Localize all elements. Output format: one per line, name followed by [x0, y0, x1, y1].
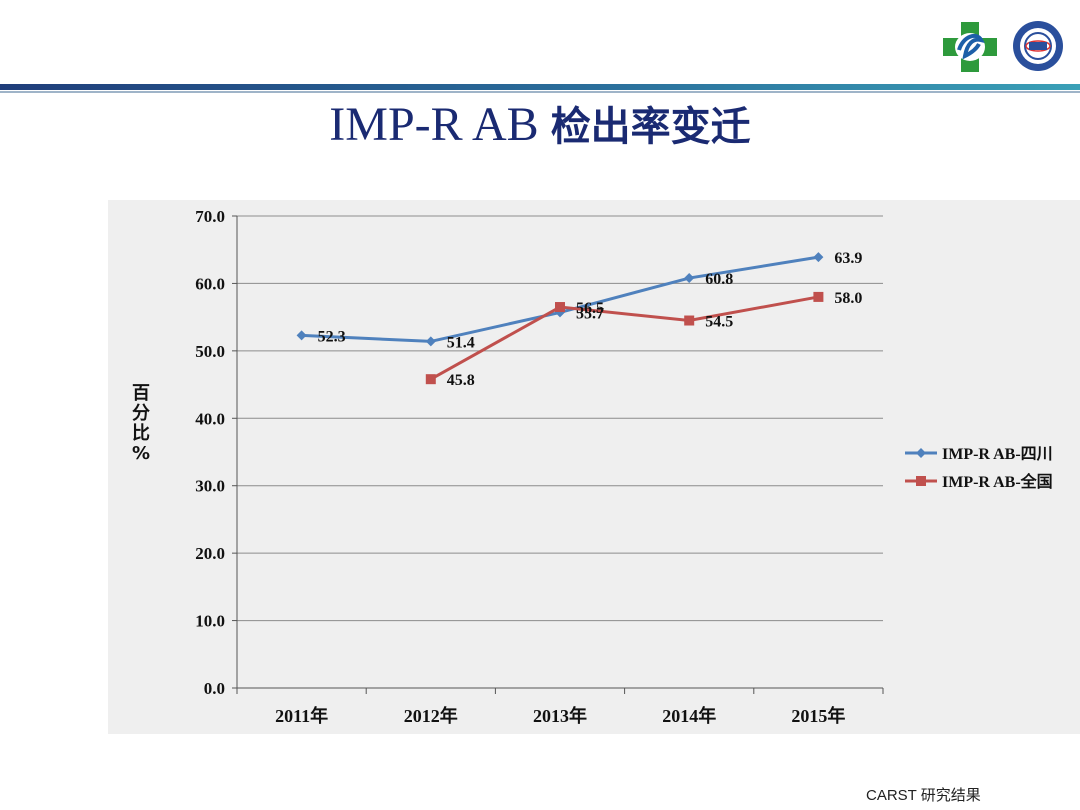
chart-area: 0.0 10.0 20.0 30.0 40.0 50.0 60.0 70.0 2011年 2012…	[108, 200, 1080, 734]
data-point	[813, 252, 824, 263]
y-tick-label: 20.0	[195, 544, 225, 563]
data-label: 54.5	[705, 314, 733, 331]
line-chart: 0.0 10.0 20.0 30.0 40.0 50.0 60.0 70.0 2011年 2012…	[195, 207, 1053, 726]
y-tick-label: 10.0	[195, 612, 225, 631]
data-point	[296, 330, 307, 341]
data-point	[555, 302, 565, 313]
slide-title: IMP-R AB 检出率变迁	[0, 94, 1080, 152]
series-line	[301, 255, 819, 343]
legend-label: IMP-R AB-四川	[942, 446, 1053, 463]
data-label: 58.0	[834, 290, 862, 307]
slide-title-chinese: 检出率变迁	[550, 104, 751, 150]
series-line	[430, 295, 819, 381]
data-label: 63.9	[834, 250, 862, 267]
data-label: 52.3	[318, 328, 346, 345]
x-tick-label: 2012年	[404, 705, 458, 726]
y-axis-label-char: %	[131, 443, 151, 464]
y-tick-label: 40.0	[195, 409, 225, 428]
x-tick-label: 2011年	[275, 705, 328, 726]
data-point	[684, 273, 695, 284]
x-tick-label: 2015年	[791, 705, 845, 726]
y-tick-label: 0.0	[204, 679, 225, 698]
university-seal-logo-icon	[1013, 21, 1063, 71]
legend-label: IMP-R AB-全国	[942, 472, 1053, 491]
footer-note: CARST 研究结果	[866, 787, 981, 804]
slide-title-latin: IMP-R AB	[329, 98, 551, 151]
x-tick-label: 2013年	[533, 705, 587, 726]
y-axis-label: 百分比%	[128, 384, 154, 464]
data-label: 56.5	[576, 300, 604, 317]
y-axis-label-char: 分	[132, 403, 150, 424]
legend-marker	[916, 448, 926, 458]
data-point	[425, 374, 436, 385]
legend-marker	[916, 476, 926, 486]
data-label: 51.4	[447, 334, 475, 351]
x-tick-label: 2014年	[662, 705, 716, 726]
data-label: 45.8	[447, 372, 475, 389]
hospital-cross-logo-icon	[943, 22, 997, 72]
data-point	[813, 291, 824, 302]
data-point	[425, 336, 436, 347]
y-tick-label: 50.0	[195, 342, 225, 361]
y-tick-label: 70.0	[195, 207, 225, 226]
header-rule	[0, 84, 1080, 90]
y-tick-label: 60.0	[195, 274, 225, 293]
header-rule-thin	[0, 91, 1080, 93]
data-label: 60.8	[705, 271, 733, 288]
data-point	[555, 307, 565, 318]
data-point	[684, 315, 695, 326]
y-tick-label: 30.0	[195, 477, 225, 496]
y-axis-label-char: 比	[132, 423, 150, 444]
y-axis-label-char: 百	[132, 383, 150, 404]
